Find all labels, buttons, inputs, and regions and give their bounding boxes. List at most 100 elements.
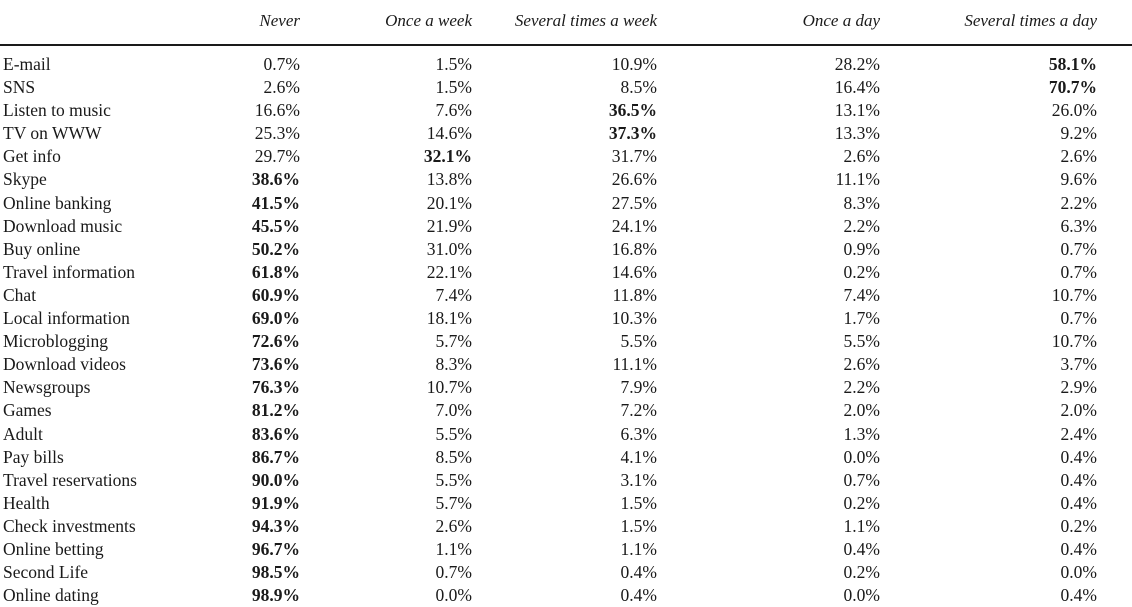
table-cell: 50.2% [251, 238, 300, 259]
row-label: Online dating [3, 585, 99, 606]
table-row: Download videos 73.6% 8.3% 11.1% 2.6% 3.7% [0, 353, 1132, 376]
table-cell: 36.5% [608, 100, 657, 121]
table-cell: 26.6% [611, 169, 657, 190]
table-cell: 83.6% [251, 423, 300, 444]
table-cell: 5.5% [435, 423, 472, 444]
table-cell: 29.7% [254, 146, 300, 167]
table-row: Check investments 94.3% 2.6% 1.5% 1.1% 0.2% [0, 515, 1132, 538]
table-cell: 3.1% [620, 469, 657, 490]
table-cell: 5.5% [843, 331, 880, 352]
table-cell: 0.7% [435, 562, 472, 583]
table-cell: 86.7% [251, 446, 300, 467]
table-cell: 2.2% [1060, 192, 1097, 213]
table-header: Never Once a week Several times a week O… [0, 8, 1132, 34]
table-cell: 13.8% [426, 169, 472, 190]
row-label: Buy online [3, 238, 81, 259]
table-cell: 0.7% [263, 54, 300, 74]
header-divider [0, 44, 1132, 46]
table-cell: 10.7% [426, 377, 472, 398]
row-label: Newsgroups [3, 377, 91, 398]
table-cell: 7.9% [620, 377, 657, 398]
table-cell: 1.5% [435, 77, 472, 98]
table-cell: 8.5% [620, 77, 657, 98]
table-cell: 0.0% [1060, 562, 1097, 583]
table-cell: 0.7% [1060, 261, 1097, 282]
table-cell: 38.6% [251, 169, 300, 190]
table-cell: 7.2% [620, 400, 657, 421]
table-cell: 27.5% [611, 192, 657, 213]
table-cell: 7.4% [435, 284, 472, 305]
table-row: Local information 69.0% 18.1% 10.3% 1.7% 0.7% [0, 307, 1132, 330]
column-header-never: Never [259, 11, 300, 30]
table-row: Download music 45.5% 21.9% 24.1% 2.2% 6.3% [0, 215, 1132, 238]
row-label: Health [3, 492, 50, 513]
row-label: Download videos [3, 354, 126, 375]
table-cell: 21.9% [426, 215, 472, 236]
table-row: Skype 38.6% 13.8% 26.6% 11.1% 9.6% [0, 168, 1132, 191]
table-cell: 0.4% [1060, 446, 1097, 467]
table-cell: 2.0% [843, 400, 880, 421]
table-cell: 7.4% [843, 284, 880, 305]
row-label: Check investments [3, 515, 136, 536]
table-cell: 13.1% [834, 100, 880, 121]
table-cell: 1.1% [843, 515, 880, 536]
table-cell: 0.0% [435, 585, 472, 606]
row-label: Travel information [3, 261, 136, 282]
table-cell: 45.5% [251, 215, 300, 236]
table-cell: 3.7% [1060, 354, 1097, 375]
table-row: TV on WWW 25.3% 14.6% 37.3% 13.3% 9.2% [0, 122, 1132, 145]
table-cell: 72.6% [251, 331, 300, 352]
table-cell: 0.7% [1060, 308, 1097, 329]
table-cell: 2.6% [263, 77, 300, 98]
table-cell: 0.7% [843, 469, 880, 490]
table-cell: 2.4% [1060, 423, 1097, 444]
table-row: SNS 2.6% 1.5% 8.5% 16.4% 70.7% [0, 76, 1132, 99]
row-label: Microblogging [3, 331, 108, 352]
table-row: Second Life 98.5% 0.7% 0.4% 0.2% 0.0% [0, 561, 1132, 584]
table-cell: 90.0% [251, 469, 300, 490]
table-row: E-mail 0.7% 1.5% 10.9% 28.2% 58.1% [0, 53, 1132, 76]
table-cell: 10.7% [1051, 331, 1097, 352]
table-cell: 11.8% [612, 284, 657, 305]
table-cell: 0.2% [843, 492, 880, 513]
table-cell: 0.4% [1060, 585, 1097, 606]
table-row: Listen to music 16.6% 7.6% 36.5% 13.1% 26.0% [0, 99, 1132, 122]
table-cell: 91.9% [251, 492, 300, 513]
row-label: Online betting [3, 538, 104, 559]
table-cell: 0.0% [843, 585, 880, 606]
table-cell: 10.3% [611, 308, 657, 329]
table-cell: 2.0% [1060, 400, 1097, 421]
table-cell: 0.9% [843, 238, 880, 259]
table-cell: 24.1% [611, 215, 657, 236]
row-label: Chat [3, 284, 37, 305]
table-cell: 0.2% [1060, 515, 1097, 536]
column-header-several-times-a-week: Several times a week [514, 11, 657, 30]
table-cell: 2.6% [843, 146, 880, 167]
table-cell: 37.3% [608, 123, 657, 144]
table-cell: 41.5% [251, 192, 300, 213]
row-label: Listen to music [3, 100, 111, 121]
table-cell: 31.0% [426, 238, 472, 259]
table-cell: 2.2% [843, 215, 880, 236]
table-cell: 20.1% [426, 192, 472, 213]
table-row: Pay bills 86.7% 8.5% 4.1% 0.0% 0.4% [0, 446, 1132, 469]
row-label: Download music [3, 215, 123, 236]
row-label: E-mail [3, 54, 51, 74]
table-cell: 16.6% [254, 100, 300, 121]
table-cell: 8.5% [435, 446, 472, 467]
table-cell: 0.4% [620, 562, 657, 583]
table-cell: 6.3% [620, 423, 657, 444]
row-label: Games [3, 400, 52, 421]
table-cell: 69.0% [251, 308, 300, 329]
row-label: SNS [3, 77, 36, 98]
table-cell: 0.4% [1060, 538, 1097, 559]
table-cell: 94.3% [251, 515, 300, 536]
table-cell: 2.6% [435, 515, 472, 536]
table-cell: 8.3% [843, 192, 880, 213]
table-cell: 70.7% [1048, 77, 1097, 98]
table-cell: 5.5% [620, 331, 657, 352]
table-row: Adult 83.6% 5.5% 6.3% 1.3% 2.4% [0, 423, 1132, 446]
table-cell: 4.1% [620, 446, 657, 467]
table-cell: 98.9% [251, 585, 300, 606]
